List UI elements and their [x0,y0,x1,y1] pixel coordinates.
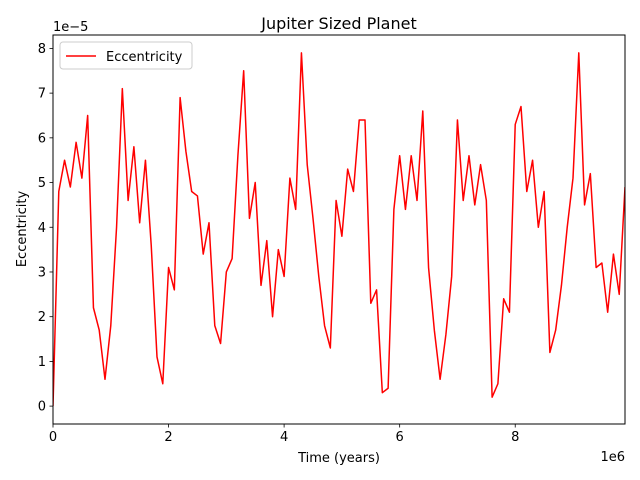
y-tick-label: 2 [38,310,46,325]
x-tick-label: 2 [164,430,172,445]
y-tick-label: 7 [38,87,46,102]
x-offset-text: 1e6 [600,450,625,465]
legend: Eccentricity [59,41,193,70]
x-tick-label: 0 [49,430,57,445]
x-tick-label: 4 [280,430,288,445]
legend-label-eccentricity: Eccentricity [106,50,183,65]
y-offset-text: 1e−5 [53,20,88,35]
y-axis-ticks: 0 1 2 3 4 5 6 7 8 [38,42,53,415]
y-tick-label: 1 [38,355,46,370]
x-axis-label: Time (years) [297,451,380,466]
y-tick-label: 5 [38,176,46,191]
y-tick-label: 0 [38,400,46,415]
y-tick-label: 4 [38,221,46,236]
x-tick-label: 8 [511,430,519,445]
legend-box [59,41,193,70]
series-line-0 [53,52,625,407]
y-tick-label: 3 [38,265,46,280]
x-tick-label: 6 [396,430,404,445]
chart-title: Jupiter Sized Planet [260,14,416,33]
y-tick-label: 8 [38,42,46,57]
y-axis-label: Eccentricity [15,191,30,268]
axes-frame [52,34,626,425]
plot-area [53,52,625,407]
y-tick-label: 6 [38,131,46,146]
axes [52,34,626,425]
x-axis-ticks: 0 2 4 6 8 [49,424,519,445]
